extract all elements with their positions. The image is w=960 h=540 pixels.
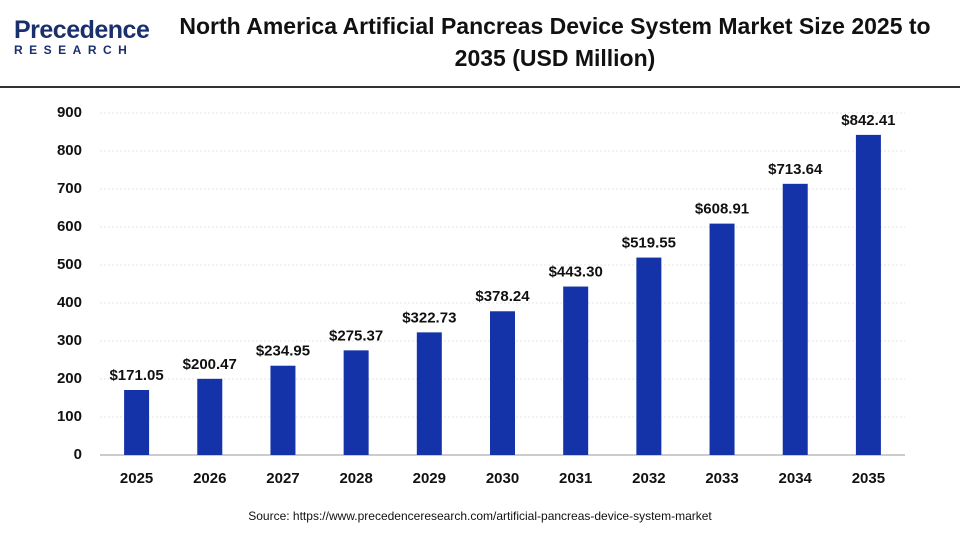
- y-tick-label: 400: [57, 294, 82, 311]
- bar: [563, 286, 589, 455]
- x-tick-label: 2033: [705, 470, 738, 487]
- y-tick-label: 200: [57, 370, 82, 387]
- x-tick-label: 2026: [193, 470, 226, 487]
- source: Source: https://www.precedenceresearch.c…: [248, 509, 712, 523]
- y-tick-label: 700: [57, 180, 82, 197]
- bar: [124, 390, 150, 455]
- x-tick-label: 2030: [486, 470, 519, 487]
- x-tick-label: 2027: [266, 470, 299, 487]
- value-label: $519.55: [622, 235, 676, 252]
- value-label: $713.64: [768, 161, 823, 178]
- value-label: $171.05: [109, 367, 163, 384]
- x-tick-label: 2029: [413, 470, 446, 487]
- value-label: $322.73: [402, 309, 456, 326]
- bar: [343, 350, 369, 455]
- bar: [636, 257, 662, 455]
- bar: [197, 378, 223, 455]
- y-tick-label: 100: [57, 408, 82, 425]
- x-tick-label: 2031: [559, 470, 592, 487]
- value-label: $378.24: [475, 288, 530, 305]
- logo-name: Precedence: [14, 16, 150, 44]
- x-tick-label: 2034: [779, 470, 813, 487]
- bar: [855, 134, 881, 455]
- y-tick-label: 900: [57, 104, 82, 121]
- y-tick-label: 600: [57, 218, 82, 235]
- y-tick-label: 300: [57, 332, 82, 349]
- y-tick-label: 0: [74, 446, 82, 463]
- value-label: $842.41: [841, 112, 895, 129]
- logo-tagline: RESEARCH: [14, 43, 134, 57]
- x-tick-label: 2025: [120, 470, 153, 487]
- header-rule: [0, 86, 960, 88]
- bar: [782, 183, 808, 455]
- x-tick-label: 2035: [852, 470, 885, 487]
- bar: [416, 332, 442, 455]
- bar: [490, 311, 515, 455]
- bar: [709, 223, 735, 455]
- x-tick-label: 2028: [339, 470, 372, 487]
- value-label: $234.95: [256, 343, 310, 360]
- bar: [270, 365, 296, 455]
- value-label: $608.91: [695, 201, 749, 218]
- chart-title: North America Artificial Pancreas Device…: [179, 13, 931, 71]
- x-tick-label: 2032: [632, 470, 665, 487]
- value-label: $275.37: [329, 327, 383, 344]
- value-label: $200.47: [183, 356, 237, 373]
- logo: Precedence RESEARCH: [14, 16, 150, 57]
- y-tick-label: 500: [57, 256, 82, 273]
- value-label: $443.30: [549, 264, 603, 281]
- y-tick-label: 800: [57, 142, 82, 159]
